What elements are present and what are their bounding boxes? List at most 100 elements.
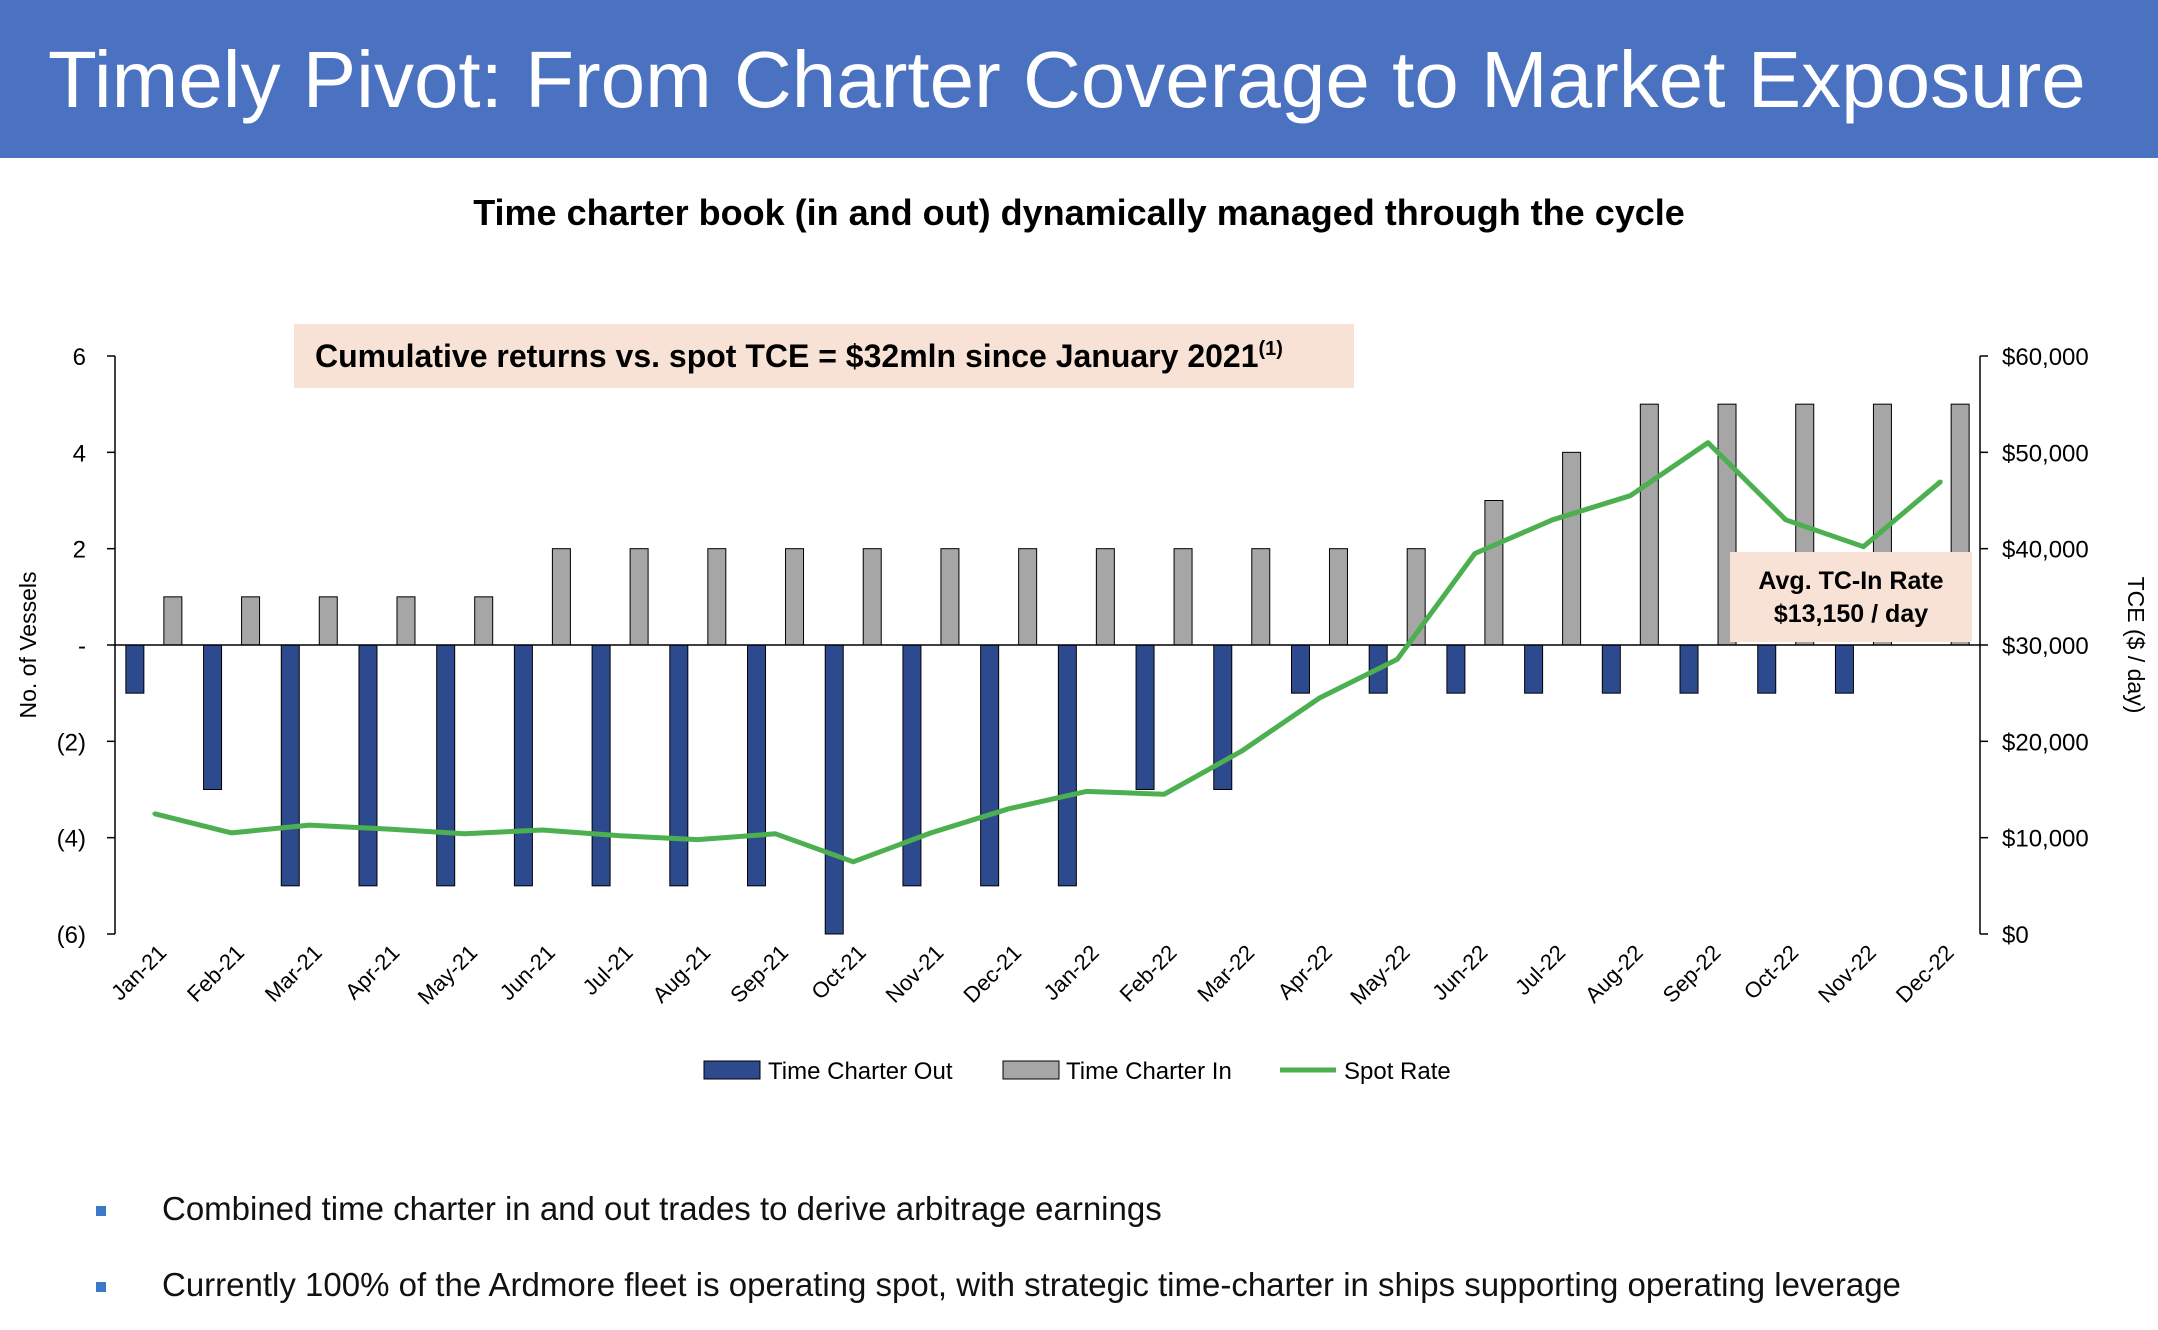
left-axis-tick-label: (2) [57, 729, 86, 756]
bar-time-charter-in [940, 548, 960, 646]
spot-rate-point [1628, 494, 1632, 498]
spot-rate-point [1706, 441, 1710, 445]
bar-time-charter-out [902, 644, 922, 887]
bar-time-charter-out [980, 644, 1000, 887]
bar-time-charter-out [1679, 644, 1699, 694]
spot-rate-point [1162, 792, 1166, 796]
bullet-marker-icon [96, 1282, 106, 1292]
x-axis-tick-label: Sep-21 [725, 940, 793, 1008]
spot-rate-point [1473, 551, 1477, 555]
spot-rate-point [851, 860, 855, 864]
spot-rate-point [1395, 657, 1399, 661]
x-axis-tick-label: Apr-22 [1273, 940, 1337, 1004]
x-axis-tick-label: May-22 [1345, 940, 1415, 1010]
charter-book-chart: Cumulative returns vs. spot TCE = $32mln… [15, 324, 2149, 1085]
left-axis-tick-label: 6 [73, 344, 86, 371]
x-axis-tick-label: Jun-22 [1427, 940, 1492, 1005]
x-axis-tick-label: Feb-21 [182, 940, 249, 1007]
bar-time-charter-out [669, 644, 689, 887]
x-axis-tick-label: Oct-21 [806, 940, 870, 1004]
x-axis-tick-label: Jul-22 [1510, 940, 1570, 1000]
chart-subtitle: Time charter book (in and out) dynamical… [473, 192, 1685, 233]
right-axis-tick-label: $30,000 [2002, 633, 2089, 660]
bullet-text: Combined time charter in and out trades … [162, 1190, 1162, 1227]
bar-time-charter-out [280, 644, 300, 887]
spot-rate-point [385, 827, 389, 831]
spot-rate-point [774, 832, 778, 836]
bar-time-charter-in [1562, 451, 1582, 646]
spot-rate-point [696, 838, 700, 842]
spot-rate-point [540, 828, 544, 832]
bar-time-charter-out [1757, 644, 1777, 694]
x-axis-tick-label: Apr-21 [340, 940, 404, 1004]
left-axis-tick-label: - [78, 633, 86, 660]
annotation-box [294, 324, 1354, 388]
spot-rate-point [463, 832, 467, 836]
bar-time-charter-in [862, 548, 882, 646]
bar-time-charter-out [1057, 644, 1077, 887]
bar-time-charter-out [1524, 644, 1544, 694]
x-axis-tick-label: Jun-21 [495, 940, 560, 1005]
x-axis-tick-label: Dec-22 [1891, 940, 1959, 1008]
left-axis-tick-label: 4 [73, 440, 86, 467]
x-axis-tick-label: Mar-21 [260, 940, 327, 1007]
bar-time-charter-in [707, 548, 727, 646]
bar-time-charter-in [1484, 500, 1504, 646]
x-axis-tick-label: May-21 [413, 940, 483, 1010]
bar-time-charter-in [474, 596, 494, 646]
bar-time-charter-in [1251, 548, 1271, 646]
left-axis-tick-label: 2 [73, 537, 86, 564]
x-axis-tick-label: Feb-22 [1115, 940, 1182, 1007]
right-axis-tick-label: $0 [2002, 922, 2029, 949]
legend-label-spot-rate: Spot Rate [1344, 1058, 1451, 1085]
bar-time-charter-out [824, 644, 844, 935]
annotation-footnote: (1) [1259, 338, 1283, 360]
spot-rate-point [1317, 696, 1321, 700]
right-axis-label: TCE ($ / day) [2123, 577, 2149, 714]
spot-rate-point [230, 831, 234, 835]
x-axis-tick-label: Jan-22 [1039, 940, 1104, 1005]
left-axis-tick-label: (4) [57, 826, 86, 853]
right-axis-tick-label: $50,000 [2002, 440, 2089, 467]
left-axis-label: No. of Vessels [15, 571, 41, 718]
bar-time-charter-out [436, 644, 456, 887]
bar-time-charter-in [318, 596, 338, 646]
left-axis-tick-label: (6) [57, 922, 86, 949]
bar-time-charter-out [1290, 644, 1310, 694]
page-title: Timely Pivot: From Charter Coverage to M… [48, 35, 2086, 124]
bar-time-charter-out [1135, 644, 1155, 790]
spot-rate-point [1784, 518, 1788, 522]
x-axis-tick-label: Mar-22 [1192, 940, 1259, 1007]
callout-line-1: Avg. TC-In Rate [1758, 567, 1943, 595]
spot-rate-point [1551, 518, 1555, 522]
x-axis-tick-label: Nov-22 [1813, 940, 1881, 1008]
bar-time-charter-out [203, 644, 223, 790]
bar-time-charter-in [241, 596, 261, 646]
right-axis-tick-label: $20,000 [2002, 729, 2089, 756]
bar-time-charter-in [1639, 403, 1659, 646]
bar-time-charter-out [1834, 644, 1854, 694]
callout-line-2: $13,150 / day [1774, 600, 1928, 628]
spot-rate-point [618, 834, 622, 838]
spot-rate-point [1861, 545, 1865, 549]
spot-rate-point [929, 831, 933, 835]
spot-rate-point [1007, 807, 1011, 811]
bar-time-charter-out [513, 644, 533, 887]
annotation-text: Cumulative returns vs. spot TCE = $32mln… [315, 338, 1283, 374]
x-axis-tick-label: Jul-21 [578, 940, 638, 1000]
bar-time-charter-in [163, 596, 183, 646]
x-axis-tick-label: Sep-22 [1658, 940, 1726, 1008]
bar-time-charter-out [747, 644, 767, 887]
legend-swatch-time-charter-in [1002, 1060, 1060, 1080]
x-axis-tick-label: Oct-22 [1739, 940, 1803, 1004]
legend-label-time-charter-out: Time Charter Out [768, 1058, 953, 1085]
spot-rate-point [1939, 479, 1943, 483]
bar-time-charter-out [1601, 644, 1621, 694]
spot-rate-point [307, 823, 311, 827]
bar-time-charter-in [629, 548, 649, 646]
spot-rate-point [1240, 749, 1244, 753]
x-axis-tick-label: Dec-21 [958, 940, 1026, 1008]
bar-time-charter-in [1095, 548, 1115, 646]
spot-rate-point [1084, 789, 1088, 793]
x-axis-tick-label: Aug-21 [647, 940, 715, 1008]
